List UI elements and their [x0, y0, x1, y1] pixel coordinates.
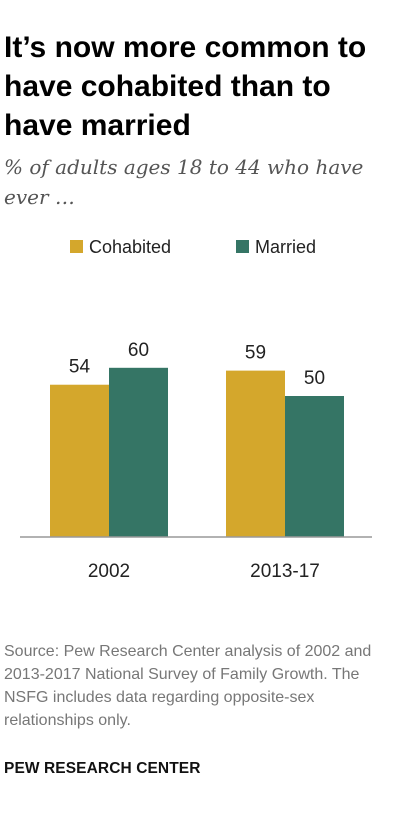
chart-subtitle: % of adults ages 18 to 44 who have ever …: [4, 155, 364, 209]
legend-label-married: Married: [255, 237, 316, 257]
data-label-cohabited-2002: 54: [69, 357, 91, 378]
legend-swatch-cohabited: [70, 240, 83, 253]
bar-cohabited-2002: [50, 384, 109, 537]
data-label-married-2002: 60: [128, 340, 149, 361]
data-label-cohabited-2013-17: 59: [245, 343, 266, 364]
chart-title: It’s now more common to have cohabited t…: [4, 31, 367, 142]
brand-name: PEW RESEARCH CENTER: [4, 760, 201, 777]
x-tick-label-2002: 2002: [88, 561, 130, 582]
bar-married-2002: [109, 367, 168, 537]
legend-swatch-married: [236, 240, 249, 253]
source-note: Source: Pew Research Center analysis of …: [4, 643, 372, 729]
legend-label-cohabited: Cohabited: [89, 237, 171, 257]
bar-married-2013-17: [285, 396, 344, 537]
data-label-married-2013-17: 50: [304, 368, 325, 389]
bar-cohabited-2013-17: [226, 370, 285, 537]
bar-chart: Cohabited Married 54 60 2002 59 50 2013-17: [20, 237, 372, 582]
x-tick-label-2013-17: 2013-17: [250, 561, 320, 582]
